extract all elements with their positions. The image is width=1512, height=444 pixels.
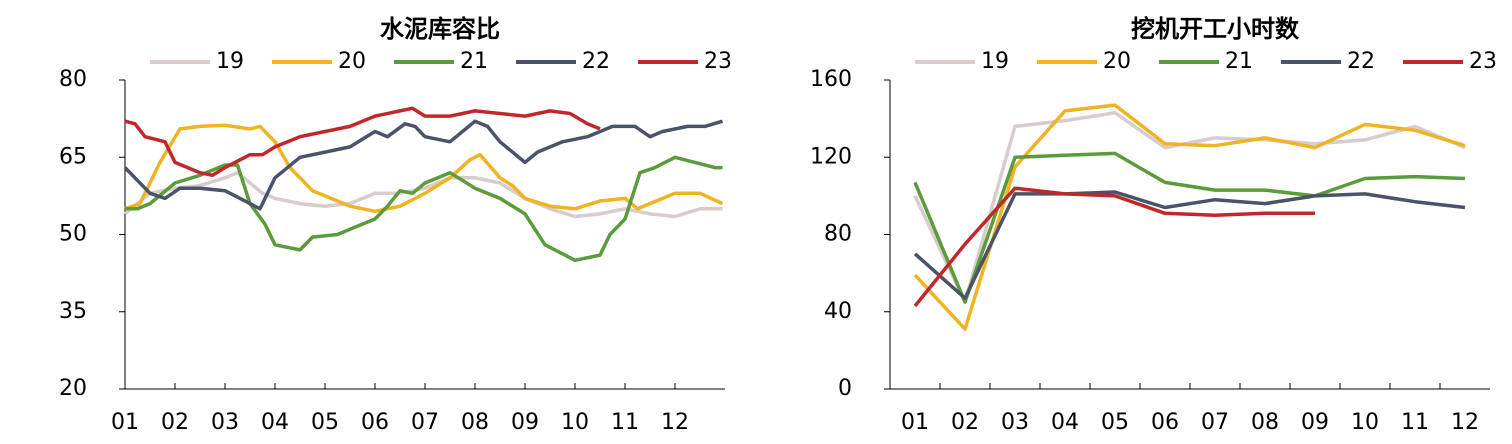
legend-label: 23 (1469, 49, 1497, 74)
x-tick-label: 09 (1301, 410, 1329, 435)
y-tick-label: 160 (810, 67, 852, 92)
series-line (913, 151, 1466, 304)
x-tick-label: 07 (411, 410, 439, 435)
x-tick-label: 03 (1001, 410, 1029, 435)
x-tick-label: 01 (901, 410, 929, 435)
legend-label: 19 (981, 49, 1009, 74)
y-tick-label: 20 (59, 376, 87, 401)
y-tick-label: 50 (59, 222, 87, 247)
x-tick-label: 03 (211, 410, 239, 435)
x-tick-label: 09 (511, 410, 539, 435)
x-tick-label: 05 (1101, 410, 1129, 435)
x-tick-label: 10 (561, 410, 589, 435)
x-tick-label: 11 (611, 410, 639, 435)
legend-label: 23 (704, 49, 732, 74)
x-tick-label: 02 (161, 410, 189, 435)
y-tick-label: 0 (838, 376, 852, 401)
x-tick-label: 01 (111, 410, 139, 435)
series-line (913, 111, 1466, 304)
series-line (913, 103, 1466, 331)
legend-label: 22 (1347, 49, 1375, 74)
y-tick-label: 120 (810, 144, 852, 169)
legend-label: 21 (1225, 49, 1253, 74)
series-line (123, 170, 723, 219)
x-tick-label: 04 (1051, 410, 1079, 435)
series-line (124, 123, 724, 214)
x-tick-label: 11 (1401, 410, 1429, 435)
legend-label: 21 (460, 49, 488, 74)
x-tick-label: 08 (1251, 410, 1279, 435)
x-tick-label: 12 (661, 410, 689, 435)
legend-label: 20 (338, 49, 366, 74)
x-tick-label: 02 (951, 410, 979, 435)
legend-label: 19 (216, 49, 244, 74)
x-tick-label: 06 (361, 410, 389, 435)
y-tick-label: 80 (59, 67, 87, 92)
legend-label: 22 (582, 49, 610, 74)
y-tick-label: 65 (59, 144, 87, 169)
x-tick-label: 04 (261, 410, 289, 435)
x-tick-label: 08 (461, 410, 489, 435)
y-tick-label: 80 (824, 222, 852, 247)
chart-title: 挖机开工小时数 (1131, 15, 1300, 43)
series-line (913, 186, 1315, 308)
x-tick-label: 12 (1451, 410, 1479, 435)
x-tick-label: 05 (311, 410, 339, 435)
y-tick-label: 40 (824, 299, 852, 324)
series-line (123, 119, 723, 211)
x-tick-label: 06 (1151, 410, 1179, 435)
y-tick-label: 35 (59, 299, 87, 324)
chart-title: 水泥库容比 (380, 15, 500, 43)
series-line (913, 190, 1466, 300)
x-tick-label: 10 (1351, 410, 1379, 435)
legend-label: 20 (1103, 49, 1131, 74)
x-tick-label: 07 (1201, 410, 1229, 435)
series-line (124, 106, 601, 178)
